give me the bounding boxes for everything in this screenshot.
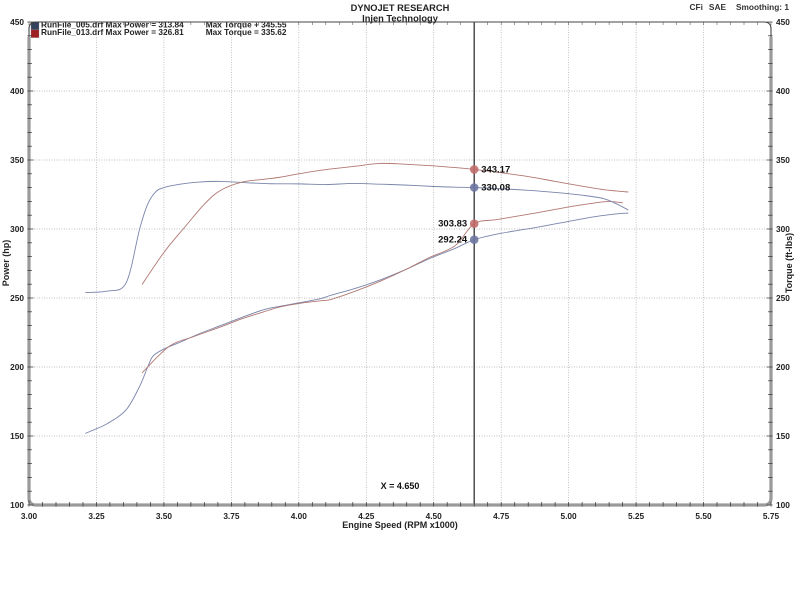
- svg-text:Power (hp): Power (hp): [1, 240, 11, 287]
- svg-text:300: 300: [776, 224, 790, 234]
- svg-text:350: 350: [10, 155, 24, 165]
- svg-text:400: 400: [10, 86, 24, 96]
- svg-text:292.24: 292.24: [438, 235, 468, 246]
- svg-text:5.00: 5.00: [561, 511, 578, 521]
- svg-text:5.50: 5.50: [695, 511, 712, 521]
- svg-text:100: 100: [776, 500, 790, 510]
- svg-text:400: 400: [776, 86, 790, 96]
- svg-text:100: 100: [10, 500, 24, 510]
- svg-text:Torque (ft-lbs): Torque (ft-lbs): [784, 233, 794, 293]
- svg-text:X = 4.650: X = 4.650: [381, 481, 420, 491]
- svg-text:300: 300: [10, 224, 24, 234]
- svg-text:3.25: 3.25: [88, 511, 105, 521]
- svg-text:3.00: 3.00: [21, 511, 38, 521]
- svg-text:5.25: 5.25: [628, 511, 645, 521]
- svg-text:450: 450: [10, 17, 24, 27]
- svg-text:4.00: 4.00: [291, 511, 308, 521]
- svg-text:200: 200: [10, 362, 24, 372]
- svg-text:200: 200: [776, 362, 790, 372]
- svg-text:250: 250: [10, 293, 24, 303]
- svg-text:5.75: 5.75: [763, 511, 780, 521]
- svg-text:3.75: 3.75: [223, 511, 240, 521]
- svg-text:343.17: 343.17: [481, 164, 510, 175]
- svg-text:DYNOJET RESEARCH: DYNOJET RESEARCH: [351, 3, 450, 13]
- svg-text:450: 450: [776, 17, 790, 27]
- svg-text:330.08: 330.08: [481, 183, 510, 194]
- svg-text:4.75: 4.75: [493, 511, 510, 521]
- svg-text:150: 150: [776, 431, 790, 441]
- svg-text:250: 250: [776, 293, 790, 303]
- svg-text:150: 150: [10, 431, 24, 441]
- svg-text:3.50: 3.50: [156, 511, 173, 521]
- svg-text:350: 350: [776, 155, 790, 165]
- svg-text:Engine Speed (RPM x1000): Engine Speed (RPM x1000): [342, 520, 458, 530]
- svg-text:303.83: 303.83: [438, 219, 467, 230]
